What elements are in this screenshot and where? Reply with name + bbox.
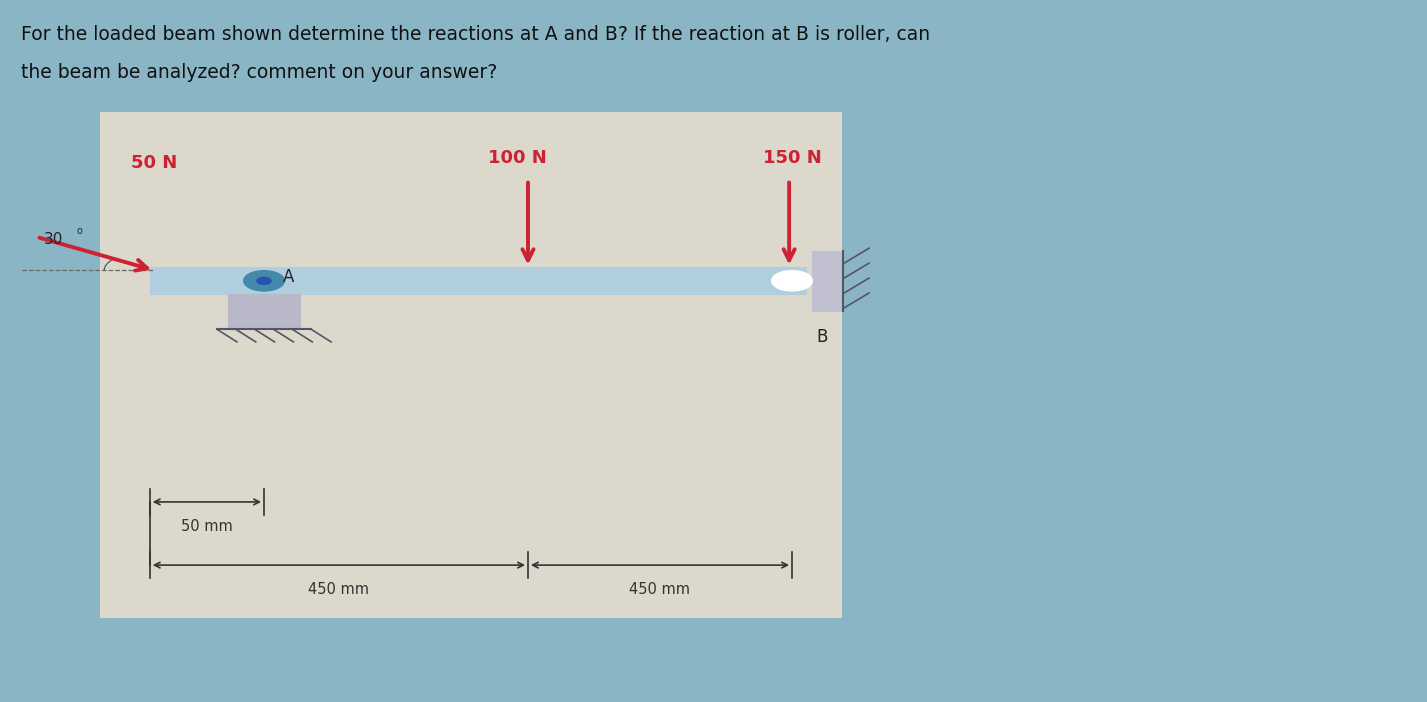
Text: the beam be analyzed? comment on your answer?: the beam be analyzed? comment on your an… [21, 63, 498, 82]
Circle shape [257, 277, 271, 284]
Text: B: B [816, 329, 828, 346]
Text: o: o [77, 226, 83, 236]
Text: 450 mm: 450 mm [308, 582, 370, 597]
Text: 100 N: 100 N [488, 149, 547, 167]
Text: 150 N: 150 N [763, 149, 822, 167]
Text: 30: 30 [44, 232, 63, 246]
Text: For the loaded beam shown determine the reactions at A and B? If the reaction at: For the loaded beam shown determine the … [21, 25, 930, 44]
Circle shape [772, 271, 812, 291]
Text: A: A [283, 268, 294, 286]
Bar [150, 267, 806, 294]
Bar [228, 294, 300, 329]
Bar [100, 112, 842, 618]
Bar [812, 251, 843, 310]
Text: 450 mm: 450 mm [629, 582, 691, 597]
Circle shape [244, 271, 284, 291]
Text: 50 N: 50 N [131, 154, 177, 173]
Text: 50 mm: 50 mm [181, 519, 233, 534]
